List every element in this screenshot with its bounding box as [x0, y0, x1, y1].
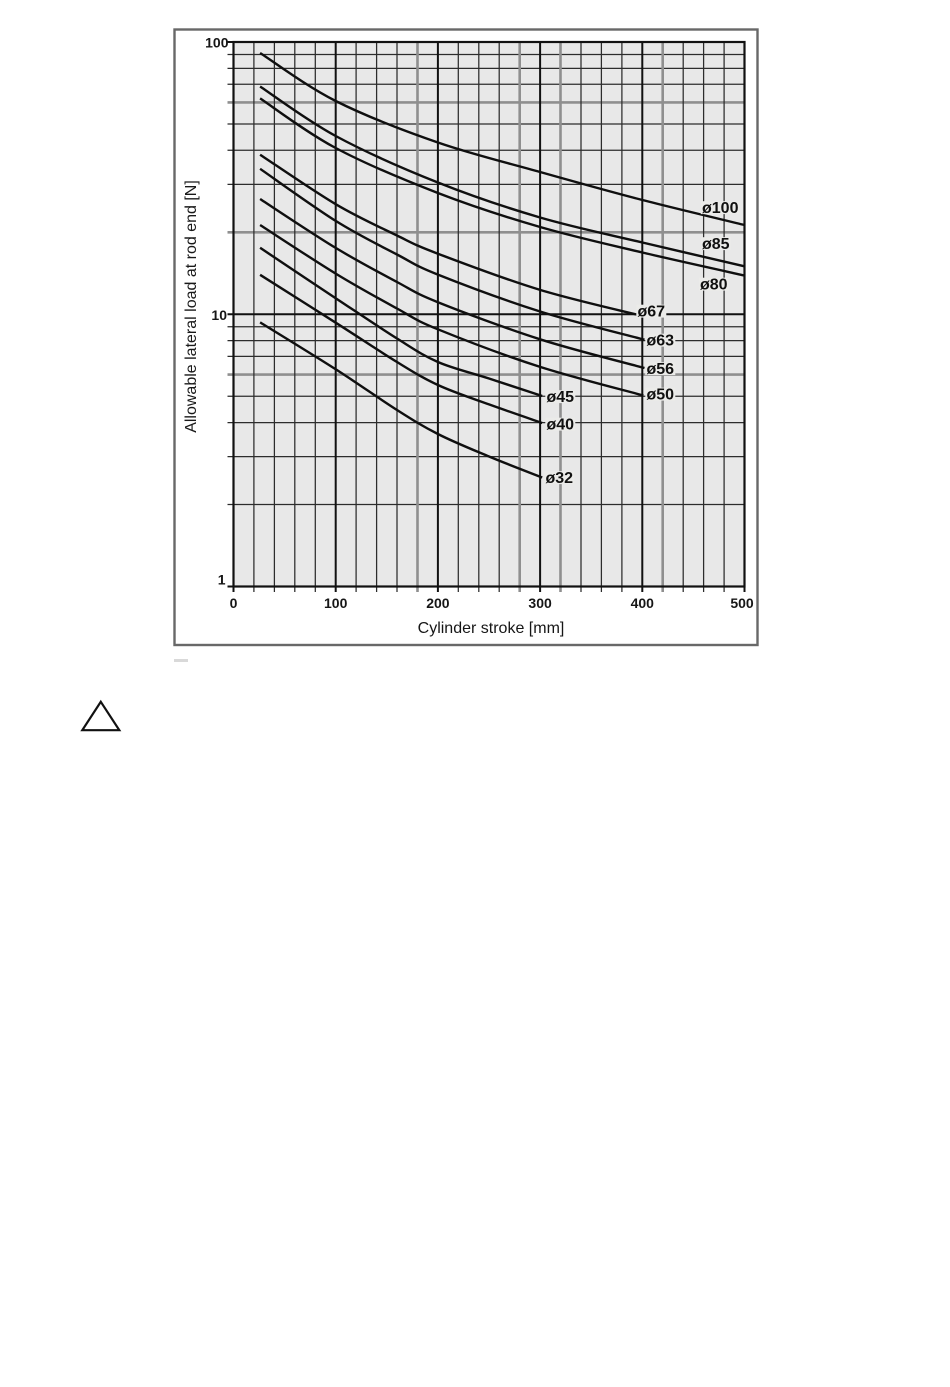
svg-text:ø32: ø32	[546, 470, 574, 487]
svg-text:100: 100	[324, 595, 348, 611]
svg-text:ø56: ø56	[647, 361, 675, 378]
svg-text:ø100: ø100	[702, 200, 739, 217]
svg-text:1: 1	[218, 572, 226, 588]
svg-text:ø45: ø45	[547, 389, 575, 406]
svg-text:10: 10	[211, 307, 227, 323]
svg-text:ø85: ø85	[702, 236, 730, 253]
svg-text:ø40: ø40	[547, 417, 575, 434]
svg-text:0: 0	[230, 595, 238, 611]
svg-text:200: 200	[426, 595, 450, 611]
svg-text:Allowable lateral load at rod: Allowable lateral load at rod end [N]	[183, 180, 200, 433]
svg-text:100: 100	[205, 35, 229, 51]
svg-text:ø50: ø50	[647, 387, 675, 404]
svg-text:400: 400	[631, 595, 655, 611]
svg-text:500: 500	[730, 595, 754, 611]
svg-text:Cylinder stroke [mm]: Cylinder stroke [mm]	[418, 620, 565, 637]
svg-text:300: 300	[528, 595, 552, 611]
svg-text:ø67: ø67	[638, 304, 666, 321]
svg-text:ø63: ø63	[647, 333, 675, 350]
svg-text:ø80: ø80	[700, 277, 728, 294]
